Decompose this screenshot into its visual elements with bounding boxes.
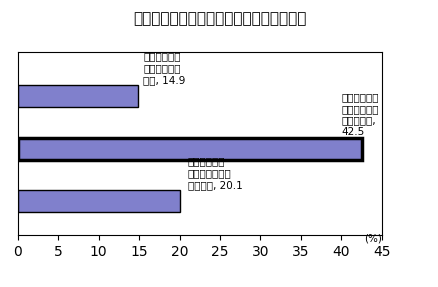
- Bar: [18, 85, 138, 107]
- Text: 株式や投信の
投賄をやめる又
は減らす, 20.1: 株式や投信の 投賄をやめる又 は減らす, 20.1: [187, 156, 242, 190]
- Text: 』今後の投賄方针への影響』（複数回答）: 』今後の投賄方针への影響』（複数回答）: [133, 11, 305, 26]
- Bar: [18, 190, 180, 212]
- Text: (%): (%): [363, 234, 381, 244]
- Text: 短期売買を優
先するように
なる, 14.9: 短期売買を優 先するように なる, 14.9: [143, 52, 185, 85]
- Text: 株式や投信の
新たな投賄は
慎重になる,
42.5: 株式や投信の 新たな投賄は 慎重になる, 42.5: [341, 92, 378, 137]
- Bar: [18, 138, 361, 160]
